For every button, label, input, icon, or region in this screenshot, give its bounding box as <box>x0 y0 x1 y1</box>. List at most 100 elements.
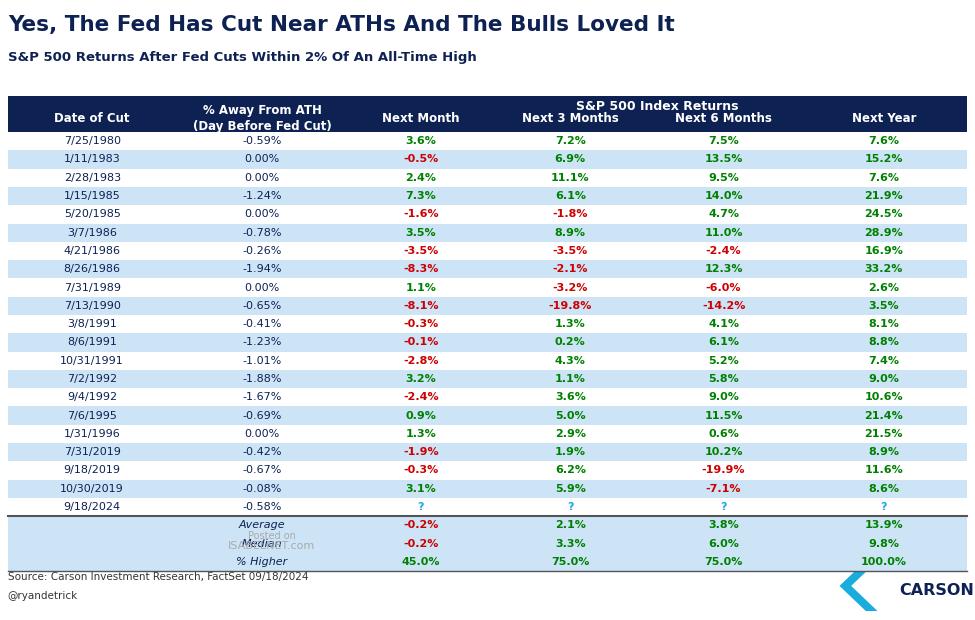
Text: 7.6%: 7.6% <box>869 136 899 146</box>
Text: 3.8%: 3.8% <box>708 520 739 530</box>
Text: -0.1%: -0.1% <box>403 337 439 347</box>
Text: 3/8/1991: 3/8/1991 <box>67 319 117 329</box>
Text: -0.78%: -0.78% <box>243 228 282 237</box>
Text: -3.2%: -3.2% <box>553 283 588 293</box>
Text: -0.69%: -0.69% <box>243 410 282 420</box>
Text: 8.9%: 8.9% <box>555 228 586 237</box>
Text: 2.4%: 2.4% <box>406 173 436 183</box>
Text: 4/21/1986: 4/21/1986 <box>63 246 121 256</box>
Text: Average: Average <box>239 520 286 530</box>
Text: 11.6%: 11.6% <box>865 466 903 476</box>
Text: -1.88%: -1.88% <box>243 374 282 384</box>
Text: -1.9%: -1.9% <box>403 447 439 457</box>
Text: 9/18/2019: 9/18/2019 <box>63 466 121 476</box>
Text: 10/30/2019: 10/30/2019 <box>60 484 124 494</box>
Text: -1.01%: -1.01% <box>243 356 282 366</box>
Text: 3.6%: 3.6% <box>406 136 436 146</box>
Text: 1.3%: 1.3% <box>555 319 586 329</box>
Text: Next Month: Next Month <box>382 112 459 125</box>
Text: Posted on: Posted on <box>248 531 295 541</box>
Text: 13.9%: 13.9% <box>865 520 903 530</box>
Text: 0.2%: 0.2% <box>555 337 586 347</box>
Text: 0.9%: 0.9% <box>406 410 436 420</box>
Text: -0.41%: -0.41% <box>243 319 282 329</box>
Text: Median: Median <box>242 539 283 549</box>
Text: -1.24%: -1.24% <box>243 191 282 201</box>
Text: % Away From ATH
(Day Before Fed Cut): % Away From ATH (Day Before Fed Cut) <box>193 104 332 133</box>
Text: -0.58%: -0.58% <box>243 502 282 512</box>
Text: 9.0%: 9.0% <box>869 374 899 384</box>
Text: 0.00%: 0.00% <box>245 154 280 164</box>
Text: 24.5%: 24.5% <box>865 210 903 219</box>
Text: 4.3%: 4.3% <box>555 356 586 366</box>
Text: -0.2%: -0.2% <box>403 520 439 530</box>
Text: 1.1%: 1.1% <box>406 283 436 293</box>
Text: 7/31/1989: 7/31/1989 <box>63 283 121 293</box>
Text: 3.3%: 3.3% <box>555 539 586 549</box>
Text: 16.9%: 16.9% <box>865 246 903 256</box>
Text: 3/7/1986: 3/7/1986 <box>67 228 117 237</box>
Text: 28.9%: 28.9% <box>865 228 903 237</box>
Text: 75.0%: 75.0% <box>704 557 743 567</box>
Text: 2.6%: 2.6% <box>869 283 899 293</box>
Text: 11.0%: 11.0% <box>704 228 743 237</box>
Text: -8.1%: -8.1% <box>403 301 439 311</box>
Text: -0.3%: -0.3% <box>403 319 439 329</box>
Text: -3.5%: -3.5% <box>553 246 588 256</box>
Polygon shape <box>839 560 878 611</box>
Text: 9/4/1992: 9/4/1992 <box>67 392 117 402</box>
Text: 8.1%: 8.1% <box>869 319 899 329</box>
Text: -0.3%: -0.3% <box>403 466 439 476</box>
Text: -2.1%: -2.1% <box>553 264 588 274</box>
Text: 7/25/1980: 7/25/1980 <box>63 136 121 146</box>
Text: 3.2%: 3.2% <box>406 374 436 384</box>
Text: -6.0%: -6.0% <box>706 283 741 293</box>
Text: 2/28/1983: 2/28/1983 <box>63 173 121 183</box>
Text: 6.9%: 6.9% <box>555 154 586 164</box>
Text: 75.0%: 75.0% <box>551 557 590 567</box>
Text: % Higher: % Higher <box>237 557 288 567</box>
Text: 8.9%: 8.9% <box>869 447 899 457</box>
Text: -19.9%: -19.9% <box>702 466 745 476</box>
Text: 13.5%: 13.5% <box>704 154 743 164</box>
Text: 7.5%: 7.5% <box>708 136 739 146</box>
Text: Source: Carson Investment Research, FactSet 09/18/2024: Source: Carson Investment Research, Fact… <box>8 572 308 582</box>
Text: -2.4%: -2.4% <box>403 392 439 402</box>
Text: 10.2%: 10.2% <box>704 447 743 457</box>
Text: 9.5%: 9.5% <box>708 173 739 183</box>
Text: 9.0%: 9.0% <box>708 392 739 402</box>
Text: 8/26/1986: 8/26/1986 <box>63 264 121 274</box>
Text: 21.4%: 21.4% <box>865 410 903 420</box>
Text: 4.1%: 4.1% <box>708 319 739 329</box>
Text: 3.5%: 3.5% <box>869 301 899 311</box>
Text: 1.9%: 1.9% <box>555 447 586 457</box>
Text: 2.9%: 2.9% <box>555 429 586 439</box>
Text: 9/18/2024: 9/18/2024 <box>63 502 121 512</box>
Text: -1.6%: -1.6% <box>403 210 439 219</box>
Text: -0.42%: -0.42% <box>243 447 282 457</box>
Text: Next 6 Months: Next 6 Months <box>675 112 772 125</box>
Text: 8.8%: 8.8% <box>869 337 899 347</box>
Text: -0.67%: -0.67% <box>243 466 282 476</box>
Text: 7/31/2019: 7/31/2019 <box>63 447 121 457</box>
Text: -1.23%: -1.23% <box>243 337 282 347</box>
Text: 2.1%: 2.1% <box>555 520 586 530</box>
Text: 1.1%: 1.1% <box>555 374 586 384</box>
Text: -0.08%: -0.08% <box>243 484 282 494</box>
Text: -8.3%: -8.3% <box>403 264 439 274</box>
Text: Yes, The Fed Has Cut Near ATHs And The Bulls Loved It: Yes, The Fed Has Cut Near ATHs And The B… <box>8 16 675 35</box>
Text: 1/31/1996: 1/31/1996 <box>63 429 121 439</box>
Text: 3.5%: 3.5% <box>406 228 436 237</box>
Text: ISABELNET.com: ISABELNET.com <box>228 541 316 551</box>
Text: 8/6/1991: 8/6/1991 <box>67 337 117 347</box>
Text: Next 3 Months: Next 3 Months <box>522 112 619 125</box>
Text: 3.6%: 3.6% <box>555 392 586 402</box>
Text: 7/2/1992: 7/2/1992 <box>67 374 117 384</box>
Text: -0.65%: -0.65% <box>243 301 282 311</box>
Text: 5.9%: 5.9% <box>555 484 586 494</box>
Text: 10.6%: 10.6% <box>865 392 903 402</box>
Text: 4.7%: 4.7% <box>708 210 739 219</box>
Text: 11.1%: 11.1% <box>551 173 590 183</box>
Text: -7.1%: -7.1% <box>706 484 741 494</box>
Text: -0.2%: -0.2% <box>403 539 439 549</box>
